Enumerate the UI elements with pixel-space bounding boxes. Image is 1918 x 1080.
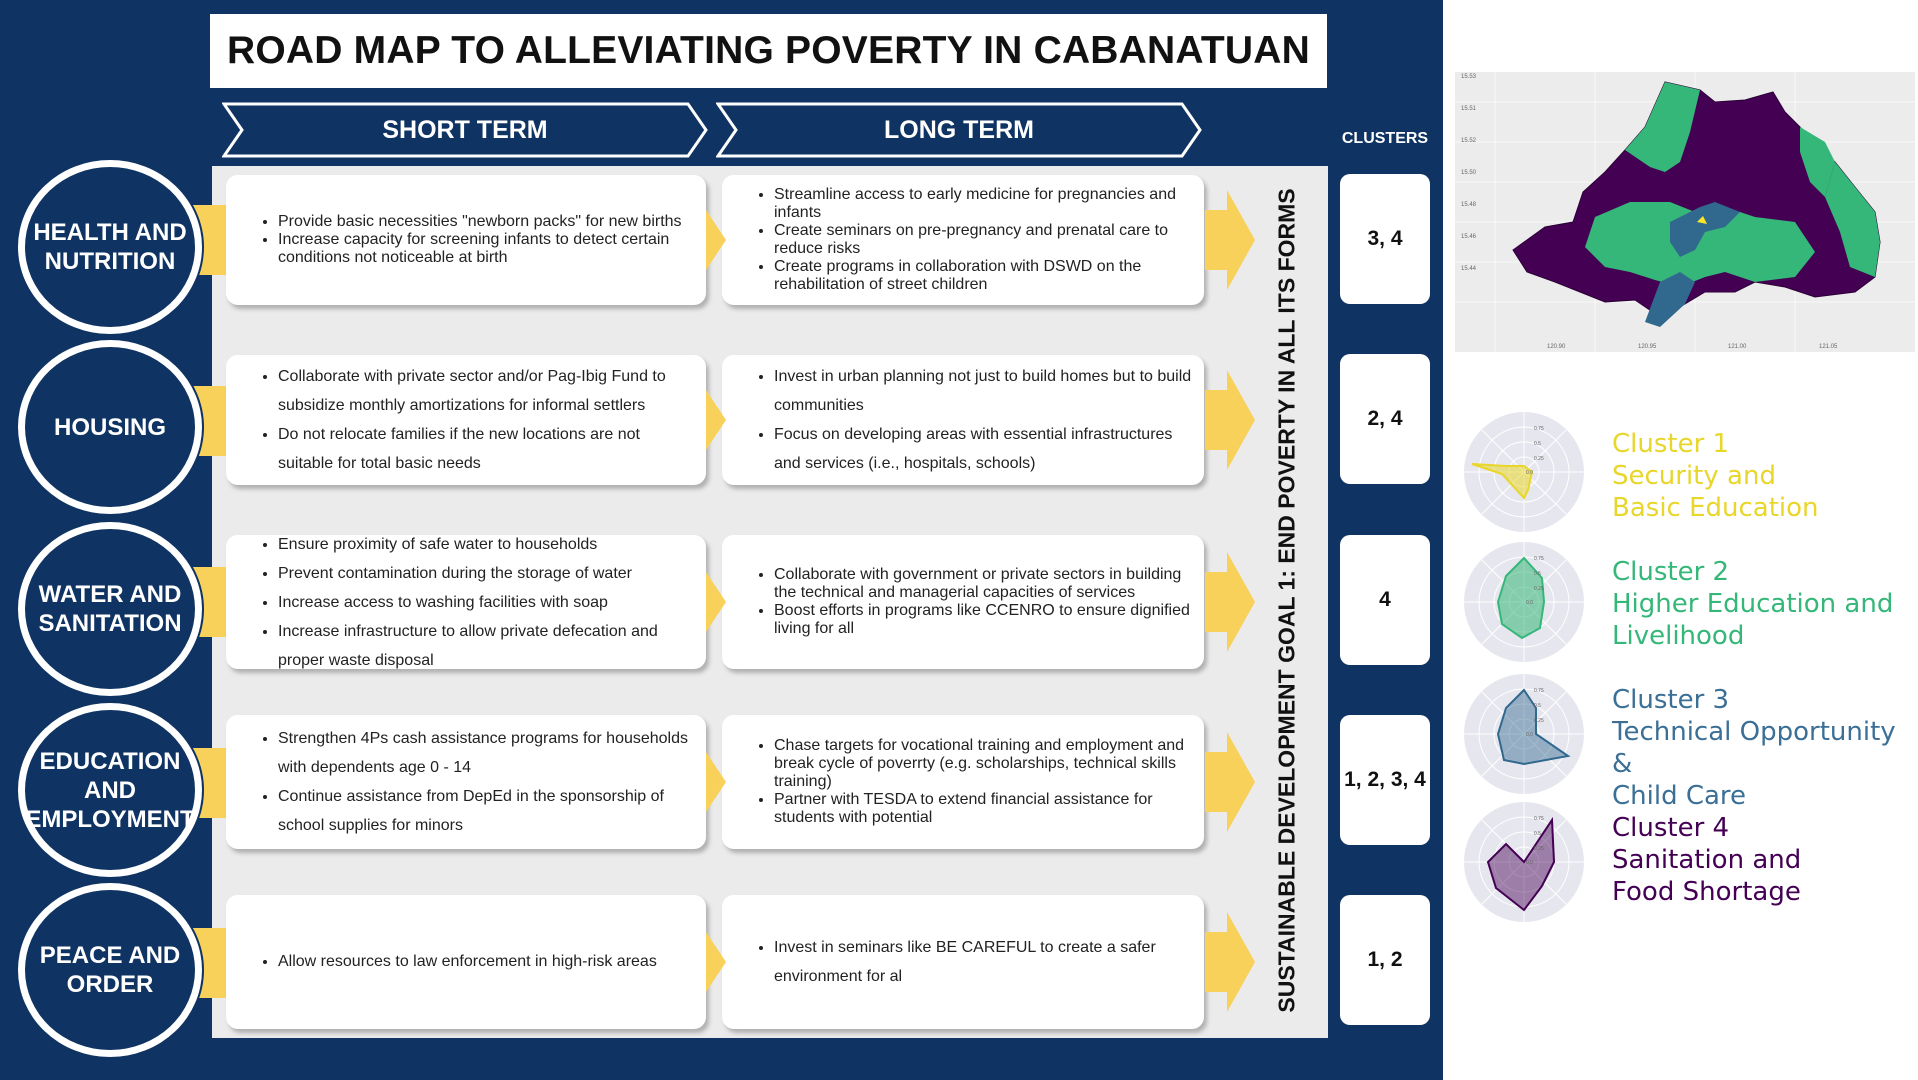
list-item: Partner with TESDA to extend financial a… bbox=[774, 791, 1194, 827]
sdg-label: SUSTAINABLE DEVELOPMENT GOAL 1: END POVE… bbox=[1273, 187, 1300, 1013]
arrow-icon bbox=[1205, 190, 1255, 290]
long-term-header: LONG TERM bbox=[716, 102, 1202, 158]
svg-text:0.25: 0.25 bbox=[1534, 586, 1544, 592]
arrow-icon bbox=[1205, 552, 1255, 652]
topic-water-sanitation: WATER AND SANITATION bbox=[18, 522, 202, 696]
cluster-map-graphic bbox=[1455, 72, 1915, 352]
svg-text:0.5: 0.5 bbox=[1534, 441, 1541, 447]
arrow-icon bbox=[706, 390, 726, 450]
svg-text:0.5: 0.5 bbox=[1534, 703, 1541, 709]
svg-text:0.0: 0.0 bbox=[1526, 860, 1533, 866]
arrow-icon bbox=[1205, 370, 1255, 470]
list-item: Boost efforts in programs like CCENRO to… bbox=[774, 602, 1194, 638]
arrow-icon bbox=[1205, 912, 1255, 1012]
clusters-badge: 4 bbox=[1340, 535, 1430, 665]
list-item: Prevent contamination during the storage… bbox=[278, 559, 696, 588]
long-term-box: Collaborate with government or private s… bbox=[722, 535, 1204, 669]
clusters-badge: 2, 4 bbox=[1340, 354, 1430, 484]
list-item: Increase access to washing facilities wi… bbox=[278, 588, 696, 617]
svg-text:0.25: 0.25 bbox=[1534, 846, 1544, 852]
list-item: Provide basic necessities "newborn packs… bbox=[278, 213, 696, 231]
topic-peace-order: PEACE AND ORDER bbox=[18, 883, 202, 1057]
list-item: Invest in urban planning not just to bui… bbox=[774, 362, 1194, 420]
list-item: Collaborate with government or private s… bbox=[774, 566, 1194, 602]
list-item: Streamline access to early medicine for … bbox=[774, 186, 1194, 222]
radar-chart-cluster-1: 0.75 0.5 0.25 0.0 bbox=[1464, 412, 1584, 532]
list-item: Do not relocate families if the new loca… bbox=[278, 420, 696, 478]
long-term-box: Invest in urban planning not just to bui… bbox=[722, 355, 1204, 485]
topic-education-employment: EDUCATION AND EMPLOYMENT bbox=[18, 703, 202, 877]
topic-housing: HOUSING bbox=[18, 340, 202, 514]
list-item: Collaborate with private sector and/or P… bbox=[278, 362, 696, 420]
list-item: Create programs in collaboration with DS… bbox=[774, 258, 1194, 294]
arrow-icon bbox=[1205, 732, 1255, 832]
arrow-icon bbox=[706, 572, 726, 632]
radar-chart-cluster-4: 0.75 0.5 0.25 0.0 bbox=[1464, 802, 1584, 922]
long-term-box: Invest in seminars like BE CAREFUL to cr… bbox=[722, 895, 1204, 1029]
cluster-4-label: Cluster 4 Sanitation and Food Shortage bbox=[1612, 813, 1802, 907]
short-term-box: Provide basic necessities "newborn packs… bbox=[226, 175, 706, 305]
cluster-3-label: Cluster 3 Technical Opportunity & Child … bbox=[1612, 685, 1896, 811]
short-term-box: Collaborate with private sector and/or P… bbox=[226, 355, 706, 485]
svg-text:0.0: 0.0 bbox=[1526, 600, 1533, 606]
radar-chart-cluster-3: 0.75 0.5 0.25 0.0 bbox=[1464, 674, 1584, 794]
list-item: Continue assistance from DepEd in the sp… bbox=[278, 782, 696, 840]
cluster-map: 15.53 15.51 15.52 15.50 15.48 15.46 15.4… bbox=[1455, 72, 1915, 352]
list-item: Ensure proximity of safe water to househ… bbox=[278, 530, 696, 559]
clusters-badge: 1, 2, 3, 4 bbox=[1340, 715, 1430, 845]
list-item: Create seminars on pre-pregnancy and pre… bbox=[774, 222, 1194, 258]
list-item: Invest in seminars like BE CAREFUL to cr… bbox=[774, 933, 1194, 991]
svg-text:0.0: 0.0 bbox=[1526, 732, 1533, 738]
page-title: ROAD MAP TO ALLEVIATING POVERTY IN CABAN… bbox=[210, 14, 1327, 88]
short-term-label: SHORT TERM bbox=[382, 115, 548, 144]
long-term-box: Chase targets for vocational training an… bbox=[722, 715, 1204, 849]
list-item: Increase infrastructure to allow private… bbox=[278, 617, 696, 675]
cluster-1-label: Cluster 1 Security and Basic Education bbox=[1612, 429, 1819, 523]
radar-chart-cluster-2: 0.75 0.5 0.25 0.0 bbox=[1464, 542, 1584, 662]
svg-text:0.75: 0.75 bbox=[1534, 426, 1544, 432]
list-item: Chase targets for vocational training an… bbox=[774, 737, 1194, 791]
arrow-icon bbox=[706, 932, 726, 992]
list-item: Increase capacity for screening infants … bbox=[278, 231, 696, 267]
list-item: Allow resources to law enforcement in hi… bbox=[278, 953, 696, 971]
svg-text:0.5: 0.5 bbox=[1534, 831, 1541, 837]
clusters-badge: 1, 2 bbox=[1340, 895, 1430, 1025]
list-item: Focus on developing areas with essential… bbox=[774, 420, 1194, 478]
short-term-box: Allow resources to law enforcement in hi… bbox=[226, 895, 706, 1029]
short-term-header: SHORT TERM bbox=[222, 102, 708, 158]
svg-text:0.25: 0.25 bbox=[1534, 718, 1544, 724]
topic-health-nutrition: HEALTH AND NUTRITION bbox=[18, 160, 202, 334]
map-x-axis: 120.90 120.95 121.00 121.05 bbox=[1547, 344, 1838, 350]
clusters-header: CLUSTERS bbox=[1341, 130, 1429, 147]
long-term-box: Streamline access to early medicine for … bbox=[722, 175, 1204, 305]
svg-text:0.75: 0.75 bbox=[1534, 688, 1544, 694]
arrow-icon bbox=[706, 752, 726, 812]
svg-text:0.75: 0.75 bbox=[1534, 816, 1544, 822]
short-term-box: Strengthen 4Ps cash assistance programs … bbox=[226, 715, 706, 849]
svg-text:0.75: 0.75 bbox=[1534, 556, 1544, 562]
arrow-icon bbox=[706, 210, 726, 270]
cluster-2-label: Cluster 2 Higher Education and Livelihoo… bbox=[1612, 557, 1894, 651]
svg-text:0.0: 0.0 bbox=[1526, 470, 1533, 476]
svg-text:0.5: 0.5 bbox=[1534, 571, 1541, 577]
long-term-label: LONG TERM bbox=[884, 115, 1034, 144]
list-item: Strengthen 4Ps cash assistance programs … bbox=[278, 724, 696, 782]
clusters-badge: 3, 4 bbox=[1340, 174, 1430, 304]
svg-text:0.25: 0.25 bbox=[1534, 456, 1544, 462]
short-term-box: Ensure proximity of safe water to househ… bbox=[226, 535, 706, 669]
